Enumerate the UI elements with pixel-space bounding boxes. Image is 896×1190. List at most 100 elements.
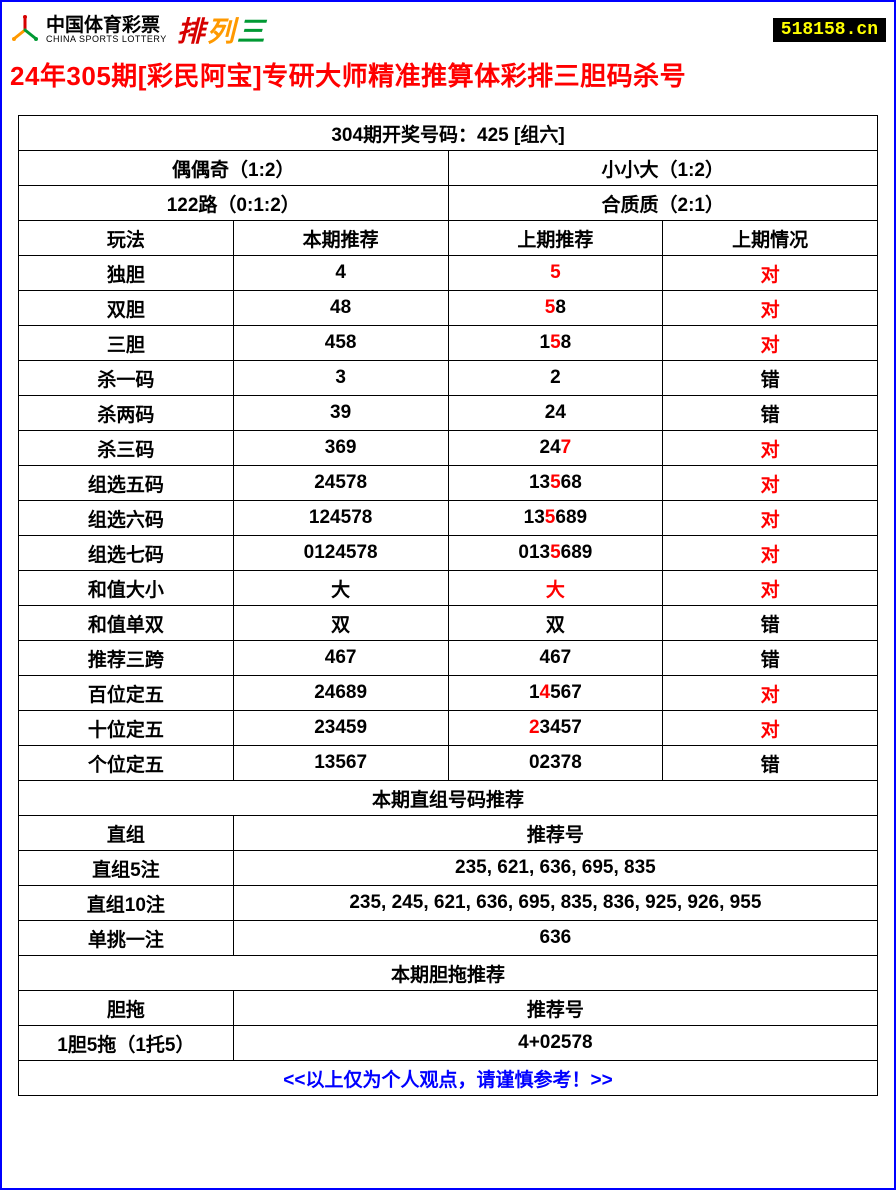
pls-char-1: 排 (177, 10, 205, 50)
result-cell: 对 (663, 676, 878, 711)
previous-pick: 0135689 (448, 536, 663, 571)
dan-header-r: 推荐号 (233, 991, 877, 1026)
play-name: 组选七码 (19, 536, 234, 571)
site-badge: 518158.cn (773, 18, 886, 42)
play-name: 个位定五 (19, 746, 234, 781)
table-row: 杀三码369247对 (19, 431, 878, 466)
result-cell: 对 (663, 326, 878, 361)
table-row: 组选六码124578135689对 (19, 501, 878, 536)
logo-text: 中国体育彩票 CHINA SPORTS LOTTERY (46, 16, 167, 44)
current-pick: 124578 (233, 501, 448, 536)
previous-pick: 13568 (448, 466, 663, 501)
route-summary: 122路（0:1:2） (19, 186, 449, 221)
logo-block: 中国体育彩票 CHINA SPORTS LOTTERY 排 列 三 (10, 10, 265, 50)
result-cell: 对 (663, 431, 878, 466)
direct10-label: 直组10注 (19, 886, 234, 921)
table-row: 和值大小大大对 (19, 571, 878, 606)
header: 中国体育彩票 CHINA SPORTS LOTTERY 排 列 三 518158… (10, 8, 886, 52)
draw-result: 304期开奖号码：425 [组六] (19, 116, 878, 151)
table-row: 和值单双双双错 (19, 606, 878, 641)
prime-summary: 合质质（2:1） (448, 186, 878, 221)
play-name: 组选六码 (19, 501, 234, 536)
table-row: 组选五码2457813568对 (19, 466, 878, 501)
play-name: 独胆 (19, 256, 234, 291)
dan-row-label: 1胆5拖（1托5） (19, 1026, 234, 1061)
previous-pick: 247 (448, 431, 663, 466)
size-summary: 小小大（1:2） (448, 151, 878, 186)
column-header-row: 玩法 本期推荐 上期推荐 上期情况 (19, 221, 878, 256)
single-pick-value: 636 (233, 921, 877, 956)
previous-pick: 大 (448, 571, 663, 606)
direct-header-r: 推荐号 (233, 816, 877, 851)
result-cell: 错 (663, 361, 878, 396)
direct-header-l: 直组 (19, 816, 234, 851)
logo-en: CHINA SPORTS LOTTERY (46, 35, 167, 44)
previous-pick: 467 (448, 641, 663, 676)
current-pick: 13567 (233, 746, 448, 781)
previous-pick: 2 (448, 361, 663, 396)
previous-pick: 24 (448, 396, 663, 431)
previous-pick: 135689 (448, 501, 663, 536)
play-name: 和值单双 (19, 606, 234, 641)
previous-pick: 5 (448, 256, 663, 291)
previous-pick: 02378 (448, 746, 663, 781)
pls-char-2: 列 (207, 10, 235, 50)
play-name: 杀两码 (19, 396, 234, 431)
play-name: 杀三码 (19, 431, 234, 466)
play-name: 推荐三跨 (19, 641, 234, 676)
result-cell: 对 (663, 291, 878, 326)
current-pick: 24689 (233, 676, 448, 711)
current-pick: 458 (233, 326, 448, 361)
result-cell: 错 (663, 641, 878, 676)
play-name: 双胆 (19, 291, 234, 326)
previous-pick: 23457 (448, 711, 663, 746)
result-cell: 对 (663, 501, 878, 536)
play-name: 三胆 (19, 326, 234, 361)
current-pick: 双 (233, 606, 448, 641)
logo-cn: 中国体育彩票 (46, 16, 167, 35)
play-name: 百位定五 (19, 676, 234, 711)
result-cell: 对 (663, 536, 878, 571)
footer-note: <<以上仅为个人观点，请谨慎参考！>> (19, 1061, 878, 1096)
table-row: 独胆45对 (19, 256, 878, 291)
current-pick: 39 (233, 396, 448, 431)
table-row: 推荐三跨467467错 (19, 641, 878, 676)
parity-summary: 偶偶奇（1:2） (19, 151, 449, 186)
play-name: 十位定五 (19, 711, 234, 746)
result-cell: 对 (663, 571, 878, 606)
single-pick-label: 单挑一注 (19, 921, 234, 956)
section-dan-title: 本期胆拖推荐 (19, 956, 878, 991)
pailiesan-logo: 排 列 三 (177, 10, 265, 50)
table-row: 杀一码32错 (19, 361, 878, 396)
current-pick: 4 (233, 256, 448, 291)
col-play: 玩法 (19, 221, 234, 256)
play-name: 组选五码 (19, 466, 234, 501)
table-row: 百位定五2468914567对 (19, 676, 878, 711)
play-name: 和值大小 (19, 571, 234, 606)
col-result: 上期情况 (663, 221, 878, 256)
current-pick: 24578 (233, 466, 448, 501)
col-cur: 本期推荐 (233, 221, 448, 256)
play-name: 杀一码 (19, 361, 234, 396)
previous-pick: 双 (448, 606, 663, 641)
table-row: 三胆458158对 (19, 326, 878, 361)
table-row: 双胆4858对 (19, 291, 878, 326)
table-row: 个位定五1356702378错 (19, 746, 878, 781)
col-prev: 上期推荐 (448, 221, 663, 256)
previous-pick: 14567 (448, 676, 663, 711)
current-pick: 48 (233, 291, 448, 326)
previous-pick: 58 (448, 291, 663, 326)
direct10-value: 235, 245, 621, 636, 695, 835, 836, 925, … (233, 886, 877, 921)
current-pick: 467 (233, 641, 448, 676)
direct5-label: 直组5注 (19, 851, 234, 886)
direct5-value: 235, 621, 636, 695, 835 (233, 851, 877, 886)
previous-pick: 158 (448, 326, 663, 361)
current-pick: 0124578 (233, 536, 448, 571)
current-pick: 大 (233, 571, 448, 606)
result-cell: 对 (663, 256, 878, 291)
current-pick: 23459 (233, 711, 448, 746)
result-cell: 错 (663, 396, 878, 431)
result-cell: 对 (663, 711, 878, 746)
section-direct-title: 本期直组号码推荐 (19, 781, 878, 816)
prediction-table: 304期开奖号码：425 [组六] 偶偶奇（1:2） 小小大（1:2） 122路… (18, 115, 878, 1096)
